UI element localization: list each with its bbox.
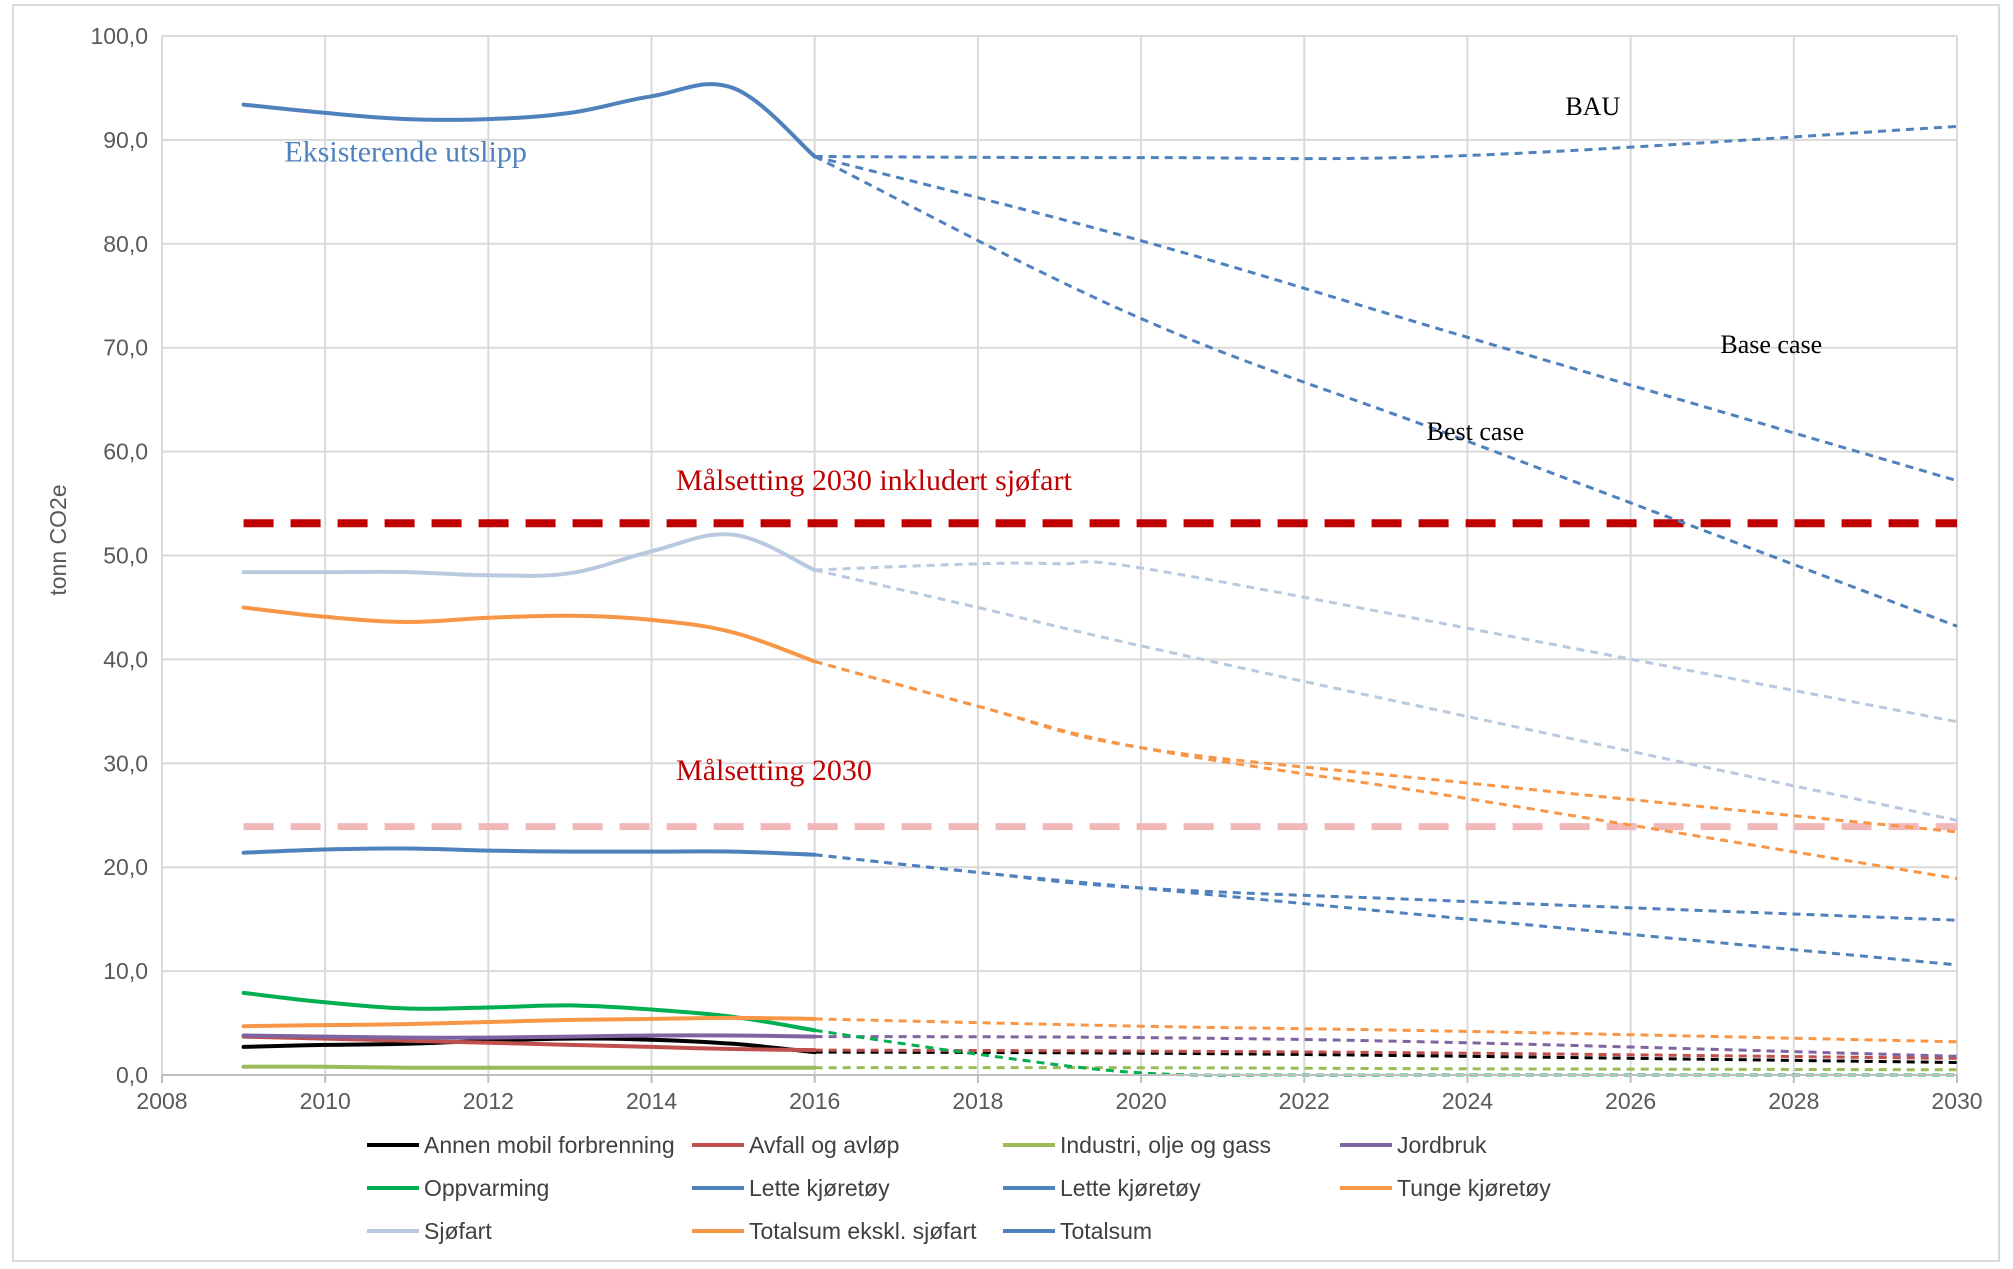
target-lines bbox=[243, 519, 1957, 831]
series-line-historical bbox=[241, 532, 817, 578]
legend-label: Lette kjøretøy bbox=[1060, 1175, 1201, 1201]
series-line-projection bbox=[814, 660, 1958, 834]
x-tick-label: 2028 bbox=[1768, 1088, 1819, 1114]
y-axis-title: tonn CO2e bbox=[45, 484, 71, 595]
chart-annotation: Målsetting 2030 inkludert sjøfart bbox=[676, 464, 1072, 497]
legend-label: Annen mobil forbrenning bbox=[424, 1132, 675, 1158]
annotations: Eksisterende utslipp BAU Base case Best cas… bbox=[284, 92, 1822, 787]
series-line-projection bbox=[814, 1066, 1958, 1072]
legend-label: Lette kjøretøy bbox=[749, 1175, 890, 1201]
x-tick-label: 2012 bbox=[463, 1088, 514, 1114]
y-tick-label: 60,0 bbox=[103, 439, 148, 465]
chart-annotation: Base case bbox=[1720, 330, 1822, 359]
series-line-projection bbox=[814, 568, 1958, 822]
legend-label: Tunge kjøretøy bbox=[1397, 1175, 1551, 1201]
series-line-projection bbox=[814, 853, 1958, 922]
series-line-projection bbox=[814, 560, 1958, 724]
series-line-historical bbox=[241, 605, 817, 664]
y-tick-label: 80,0 bbox=[103, 231, 148, 257]
legend-label: Oppvarming bbox=[424, 1175, 549, 1201]
x-tick-label: 2030 bbox=[1931, 1088, 1982, 1114]
x-tick-label: 2016 bbox=[789, 1088, 840, 1114]
x-tick-label: 2014 bbox=[626, 1088, 677, 1114]
series-line-historical bbox=[241, 1015, 817, 1029]
legend-label: Industri, olje og gass bbox=[1060, 1132, 1271, 1158]
legend: Annen mobil forbrenning Avfall og avløp In… bbox=[367, 1132, 1551, 1244]
y-tick-label: 90,0 bbox=[103, 127, 148, 153]
x-tick-label: 2026 bbox=[1605, 1088, 1656, 1114]
y-tick-label: 30,0 bbox=[103, 750, 148, 776]
y-tick-label: 20,0 bbox=[103, 854, 148, 880]
legend-label: Totalsum ekskl. sjøfart bbox=[749, 1218, 977, 1244]
series-line-projection bbox=[814, 124, 1958, 161]
series-lines bbox=[241, 82, 1958, 1077]
x-tick-label: 2008 bbox=[136, 1088, 187, 1114]
chart-frame bbox=[12, 4, 2000, 1262]
series-line-historical bbox=[241, 1064, 817, 1070]
x-tick-label: 2010 bbox=[300, 1088, 351, 1114]
y-tick-label: 40,0 bbox=[103, 646, 148, 672]
legend-label: Jordbruk bbox=[1397, 1132, 1487, 1158]
series-line-historical bbox=[241, 1034, 817, 1053]
chart-annotation: Eksisterende utslipp bbox=[284, 136, 526, 169]
legend-label: Sjøfart bbox=[424, 1218, 492, 1244]
axes: 0,0 10,0 20,0 30,0 40,0 50,0 60,0 70,0 80,0 90,0 1… bbox=[90, 23, 1982, 1114]
series-line-historical bbox=[241, 1033, 817, 1040]
series-line-projection bbox=[814, 853, 1958, 967]
series-line-historical bbox=[241, 82, 817, 159]
gridlines bbox=[161, 35, 1958, 1076]
y-tick-label: 50,0 bbox=[103, 543, 148, 569]
series-line-projection bbox=[814, 660, 1958, 881]
y-tick-label: 0,0 bbox=[116, 1062, 148, 1088]
legend-label: Totalsum bbox=[1060, 1218, 1152, 1244]
series-line-historical bbox=[241, 846, 817, 857]
series-line-historical bbox=[241, 1036, 817, 1055]
series-line-projection bbox=[814, 155, 1958, 483]
series-line-projection bbox=[814, 155, 1958, 628]
series-line-projection bbox=[814, 1048, 1958, 1060]
series-line-projection bbox=[814, 1017, 1958, 1044]
x-tick-label: 2018 bbox=[952, 1088, 1003, 1114]
x-tick-label: 2020 bbox=[1116, 1088, 1167, 1114]
chart-annotation: Målsetting 2030 bbox=[676, 754, 872, 787]
series-line-projection bbox=[814, 1035, 1958, 1058]
x-tick-label: 2022 bbox=[1279, 1088, 1330, 1114]
x-tick-label: 2024 bbox=[1442, 1088, 1493, 1114]
y-tick-label: 70,0 bbox=[103, 335, 148, 361]
y-tick-label: 10,0 bbox=[103, 958, 148, 984]
series-line-historical bbox=[241, 990, 817, 1033]
chart-annotation: Best case bbox=[1427, 417, 1524, 446]
legend-label: Avfall og avløp bbox=[749, 1132, 899, 1158]
y-tick-label: 100,0 bbox=[90, 23, 148, 49]
chart-annotation: BAU bbox=[1565, 92, 1620, 121]
